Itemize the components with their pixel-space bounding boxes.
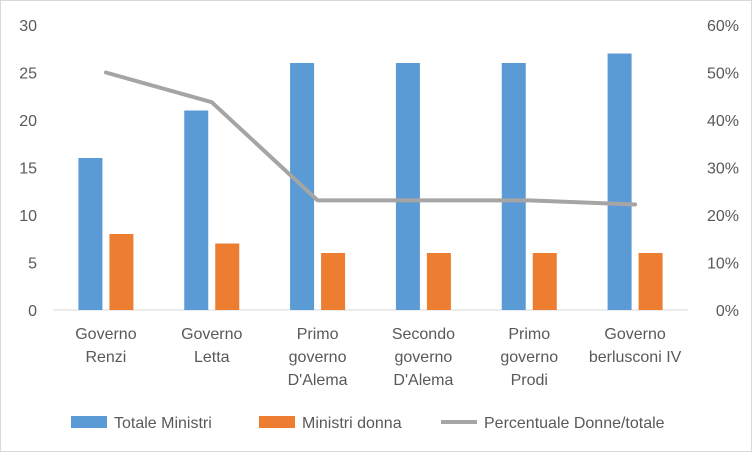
legend-swatch [71,416,107,428]
y-right-tick-label: 20% [707,208,739,225]
y-left-tick-label: 0 [28,303,37,320]
bar-totale-ministri [607,53,632,310]
legend-swatch [259,416,295,428]
y-right-tick-label: 30% [707,161,739,178]
y-left-tick-label: 30 [19,18,37,35]
x-category-label: Governo berlusconi IV [589,326,682,366]
bar-ministri-donna [638,253,663,310]
legend-item-totale-ministri-label: Totale Ministri [114,415,212,432]
bar-ministri-donna [215,243,240,310]
legend-item-ministri-donna-label: Ministri donna [302,415,402,432]
x-category-label: Primo governo D'Alema [288,326,348,389]
x-category-label: Governo Letta [181,326,242,366]
y-left-tick-label: 10 [19,208,37,225]
y-left-tick-label: 15 [19,161,37,178]
x-category-label: Primo governo Prodi [500,326,558,389]
bar-totale-ministri [78,158,103,310]
bar-ministri-donna [426,253,451,310]
y-right-tick-label: 50% [707,66,739,83]
bar-ministri-donna [532,253,557,310]
y-left-tick-label: 25 [19,66,37,83]
y-left-tick-label: 5 [28,256,37,273]
line-percentuale-donne [103,70,638,207]
bar-ministri-donna [321,253,346,310]
y-left-tick-label: 20 [19,113,37,130]
y-right-tick-label: 10% [707,256,739,273]
legend-item-percentuale-label: Percentuale Donne/totale [484,415,665,432]
x-category-label: Governo Renzi [75,326,136,366]
y-right-tick-label: 0% [716,303,739,320]
bar-totale-ministri [395,63,420,310]
bar-totale-ministri [184,110,209,310]
bar-ministri-donna [109,234,134,310]
y-right-tick-label: 60% [707,18,739,35]
bar-totale-ministri [501,63,526,310]
x-category-label: Secondo governo D'Alema [392,326,455,389]
y-right-tick-label: 40% [707,113,739,130]
